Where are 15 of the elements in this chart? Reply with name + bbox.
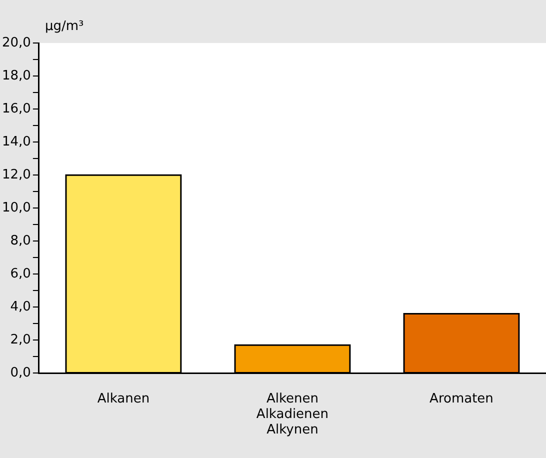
y-tick-label: 20,0 bbox=[2, 35, 31, 50]
y-tick-label: 16,0 bbox=[2, 101, 31, 116]
x-tick-label: Aromaten bbox=[430, 391, 494, 406]
x-tick-label: Alkanen bbox=[97, 391, 150, 406]
x-tick-label: Alkenen Alkadienen Alkynen bbox=[256, 391, 329, 438]
y-tick-label: 6,0 bbox=[10, 266, 31, 282]
y-tick-label: 10,0 bbox=[2, 200, 31, 216]
y-tick-label: 4,0 bbox=[10, 300, 31, 315]
y-tick-label: 18,0 bbox=[2, 68, 31, 84]
y-tick-label: 8,0 bbox=[10, 233, 31, 248]
y-tick-label: 0,0 bbox=[10, 366, 31, 381]
y-tick-label: 14,0 bbox=[2, 134, 31, 150]
y-tick-label: 2,0 bbox=[10, 332, 31, 348]
y-axis-title: µg/m³ bbox=[44, 18, 84, 34]
y-tick-label: 12,0 bbox=[2, 167, 31, 182]
